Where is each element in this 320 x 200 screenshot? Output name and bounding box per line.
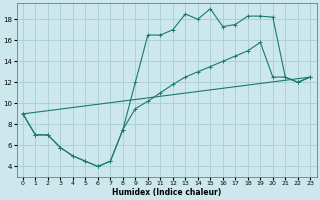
X-axis label: Humidex (Indice chaleur): Humidex (Indice chaleur): [112, 188, 221, 197]
